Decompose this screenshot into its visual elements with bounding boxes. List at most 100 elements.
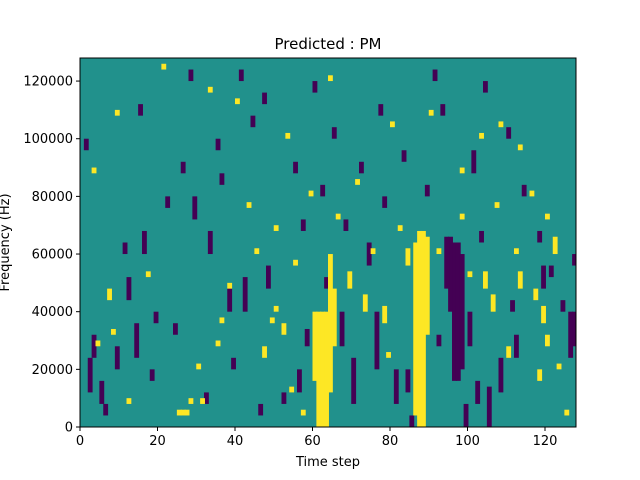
heatmap-cell-high [545, 334, 550, 347]
y-tick-label: 40000 [32, 305, 73, 320]
x-axis-label: Time step [295, 455, 360, 470]
heatmap-cell-high [111, 328, 116, 335]
heatmap-cell-low [351, 357, 357, 404]
heatmap-cell-high [196, 363, 202, 370]
heatmap-cell-low [514, 334, 519, 358]
heatmap-cell-high [126, 398, 132, 404]
heatmap-cell-high [355, 179, 360, 185]
heatmap-cell-low [207, 230, 213, 255]
heatmap-cell-high [370, 248, 376, 255]
heatmap-cell-high [564, 409, 570, 416]
heatmap-cell-low [444, 236, 450, 289]
heatmap-cell-high [417, 230, 422, 427]
heatmap-cell-low [479, 230, 484, 243]
heatmap-cell-high [498, 121, 504, 128]
heatmap-cell-high [490, 294, 496, 312]
x-tick-label: 40 [227, 434, 244, 449]
heatmap-cell-high [479, 132, 484, 139]
heatmap-cell-low [343, 219, 349, 231]
heatmap-cell-low [475, 380, 481, 404]
y-tick-label: 20000 [32, 363, 73, 378]
heatmap-cell-low [452, 242, 457, 381]
heatmap-cells [83, 63, 576, 427]
heatmap-cell-high [459, 167, 465, 174]
heatmap-cell-high [235, 98, 240, 105]
heatmap-cell-low [467, 311, 473, 347]
heatmap-cell-low [382, 196, 388, 208]
heatmap-cell-low [436, 334, 442, 347]
heatmap-cell-high [397, 225, 403, 231]
heatmap-cell-low [297, 369, 302, 393]
heatmap-cell-low [324, 277, 329, 289]
heatmap-cell-high [200, 398, 205, 404]
heatmap-cell-low [215, 138, 221, 151]
heatmap-cell-high [293, 259, 298, 266]
heatmap-cell-high [552, 236, 558, 255]
heatmap-cell-low [471, 150, 477, 174]
heatmap-cell-high [459, 213, 465, 220]
heatmap-cell-high [529, 190, 535, 197]
heatmap-cell-low [281, 392, 287, 404]
heatmap-cell-high [254, 248, 260, 255]
x-tick-label: 80 [382, 434, 399, 449]
heatmap-cell-high [246, 202, 252, 208]
heatmap-cell-high [227, 282, 233, 289]
heatmap-cell-low [498, 357, 504, 393]
heatmap-cell-low [91, 334, 97, 358]
y-tick-label: 80000 [32, 190, 73, 205]
y-axis: 0 20000 40000 60000 80000 100000 120000 [23, 75, 80, 436]
heatmap-cell-low [149, 369, 155, 381]
heatmap-cell-high [347, 271, 353, 289]
heatmap-cell-low [537, 230, 543, 243]
heatmap-cell-high [421, 230, 426, 427]
heatmap-cell-low [560, 300, 566, 312]
heatmap-cell-low [405, 369, 411, 393]
heatmap-cell-low [153, 311, 159, 324]
heatmap-cell-low [572, 311, 576, 347]
heatmap-cell-high [405, 248, 411, 266]
heatmap-cell-low [448, 236, 453, 312]
heatmap-cell-high [312, 311, 318, 381]
heatmap-cell-high [184, 409, 190, 416]
heatmap-cell-low [262, 92, 267, 105]
heatmap-cell-high [494, 202, 500, 208]
heatmap-cell-high [514, 248, 519, 255]
heatmap-cell-high [362, 294, 368, 312]
heatmap-cell-high [300, 409, 306, 416]
x-axis: 0 20 40 60 80 100 120 [76, 427, 557, 449]
heatmap-cell-high [289, 386, 295, 393]
heatmap-cell-low [486, 386, 492, 427]
heatmap-cell-high [308, 190, 314, 197]
heatmap-cell-low [99, 380, 105, 404]
chart-title: Predicted : PM [275, 35, 382, 53]
heatmap-cell-high [95, 340, 101, 347]
heatmap-cell-low [180, 161, 186, 174]
heatmap-cell-low [312, 81, 318, 93]
heatmap-cell-low [114, 346, 120, 370]
heatmap-cell-low [393, 369, 399, 404]
heatmap-cell-low [173, 323, 178, 335]
heatmap-cell-low [204, 392, 209, 404]
heatmap-cell-high [386, 352, 391, 358]
heatmap-cell-high [107, 288, 112, 301]
heatmap-cell-low [424, 184, 430, 197]
heatmap-cell-high [273, 225, 279, 231]
heatmap-cell-low [455, 242, 461, 381]
heatmap-cell-high [436, 248, 442, 255]
heatmap-cell-low [378, 104, 384, 116]
heatmap-cell-low [541, 265, 546, 289]
heatmap-cell-low [134, 323, 140, 358]
heatmap-cell-low [192, 196, 198, 220]
heatmap-cell-low [568, 311, 574, 358]
heatmap-cell-low [304, 328, 310, 347]
x-tick-label: 0 [76, 434, 84, 449]
y-tick-label: 120000 [23, 75, 73, 90]
heatmap-cell-low [238, 69, 244, 82]
heatmap-cell-low [250, 115, 256, 128]
heatmap-cell-low [320, 184, 326, 197]
heatmap-cell-low [506, 127, 512, 139]
heatmap-cell-high [545, 213, 550, 220]
heatmap-cell-high [517, 144, 523, 151]
y-axis-label: Frequency (Hz) [0, 193, 13, 291]
